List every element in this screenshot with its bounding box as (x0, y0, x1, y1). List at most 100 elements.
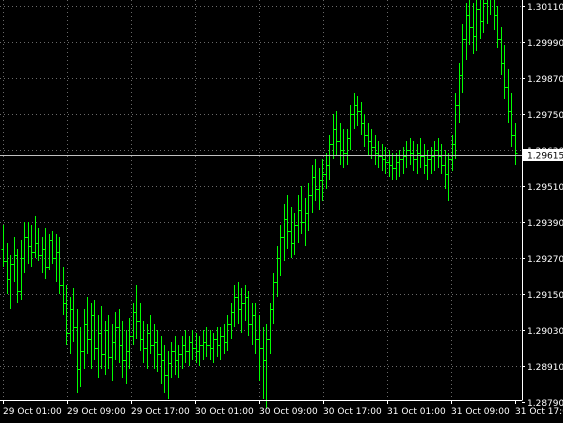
price-axis-label: 1.29750 (527, 111, 563, 121)
ohlc-bar (264, 324, 269, 408)
ohlc-bar (92, 300, 97, 360)
ohlc-bar (467, 0, 472, 45)
time-axis-labels: 29 Oct 01:00 29 Oct 09:00 29 Oct 17:00 30 O… (3, 400, 563, 417)
ohlc-bar (211, 333, 216, 363)
ohlc-bar (327, 135, 332, 180)
price-axis-label: 1.29270 (527, 255, 563, 265)
time-axis-label: 29 Oct 17:00 (131, 407, 190, 417)
ohlc-bar (239, 288, 244, 333)
ohlc-bar (225, 315, 230, 351)
ohlc-bar (183, 330, 188, 363)
ohlc-bar (127, 318, 132, 369)
ohlc-bar (253, 303, 258, 354)
ohlc-bar (404, 141, 409, 168)
ohlc-bar (460, 24, 465, 93)
ohlc-bar (509, 93, 514, 147)
ohlc-bar (348, 105, 353, 150)
ohlc-bar (120, 321, 125, 378)
ohlc-bar (334, 111, 339, 156)
ohlc-bar (485, 0, 488, 24)
ohlc-bar (8, 255, 13, 309)
price-axis-label: 1.30110 (527, 3, 563, 13)
ohlc-bar (446, 153, 451, 201)
price-axis-label: 1.29870 (527, 75, 563, 85)
price-axis-label: 1.29990 (527, 39, 563, 49)
ohlc-bar (299, 186, 304, 234)
ohlc-bar (22, 222, 27, 273)
ohlc-bar (418, 138, 423, 168)
ohlc-bar (169, 342, 174, 378)
current-price-label-bg (523, 149, 563, 161)
ohlc-bar (106, 315, 111, 369)
ohlc-bar (474, 0, 479, 51)
ohlc-bar (50, 231, 55, 264)
ohlc-bar (383, 147, 388, 174)
ohlc-bar (29, 225, 34, 267)
ohlc-bar (204, 327, 209, 357)
time-axis-label: 29 Oct 01:00 (3, 407, 62, 417)
current-price-value: 1.29615 (527, 152, 563, 162)
ohlc-bar (369, 129, 374, 159)
ohlc-bar (43, 228, 48, 279)
time-axis-label: 31 Oct 17:00 (515, 407, 563, 417)
price-axis-label: 1.29030 (527, 327, 563, 337)
ohlc-bar (176, 345, 181, 378)
ohlc-bar (513, 123, 518, 165)
ohlc-bar (271, 273, 276, 324)
time-axis-label: 29 Oct 09:00 (67, 407, 126, 417)
ohlc-bar (355, 96, 360, 126)
time-axis-label: 31 Oct 01:00 (387, 407, 446, 417)
price-axis-label: 1.29150 (527, 291, 563, 301)
ohlc-bar (341, 129, 346, 168)
ohlc-bar (285, 195, 290, 249)
ohlc-bar (313, 159, 318, 201)
ohlc-bar (85, 297, 90, 354)
price-axis-label: 1.28910 (527, 363, 563, 373)
ohlc-bar (71, 288, 76, 342)
ohlc-bar (64, 285, 69, 345)
ohlc-bar (99, 306, 104, 369)
ohlc-bar (481, 0, 486, 33)
ohlc-bar (292, 213, 297, 255)
ohlc-bar (397, 150, 402, 177)
ohlc-bar (502, 45, 507, 99)
ohlc-bar (257, 315, 262, 381)
ohlc-bar (320, 159, 325, 201)
price-axis-label: 1.29510 (527, 183, 563, 193)
ohlc-bar (306, 183, 311, 231)
current-price-label: 1.29615 (523, 149, 563, 162)
ohlc-bar (362, 114, 367, 147)
ohlc-bar (232, 285, 237, 327)
price-axis-label: 1.29390 (527, 219, 563, 229)
ohlc-bar (15, 249, 20, 303)
ohlc-bar (57, 237, 62, 294)
ohlc-bar (1, 225, 6, 267)
ohlc-bar (134, 285, 139, 339)
ohlc-bar (36, 228, 41, 261)
ohlc-bar (218, 327, 223, 360)
price-axis-label: 1.28790 (527, 399, 563, 409)
time-axis-label: 30 Oct 01:00 (195, 407, 254, 417)
ohlc-bar (376, 141, 381, 168)
price-bars (1, 0, 518, 408)
ohlc-bar (390, 153, 395, 180)
ohlc-bar (495, 6, 500, 48)
ohlc-bar (113, 312, 118, 360)
ohlc-bar (439, 144, 444, 174)
ohlc-bar (155, 330, 160, 372)
ohlc-bar (141, 321, 146, 363)
ohlc-bar (453, 93, 458, 159)
ohlc-bar (78, 327, 83, 387)
ohlc-bar (162, 345, 167, 393)
ohlc-bar (190, 330, 195, 360)
ohlc-bar (246, 291, 251, 336)
grid-lines (0, 0, 522, 400)
ohlc-bar (148, 315, 153, 354)
ohlc-bar (197, 336, 202, 366)
time-axis-label: 30 Oct 17:00 (323, 407, 382, 417)
time-axis-label: 30 Oct 09:00 (259, 407, 318, 417)
ohlc-bar (278, 225, 283, 276)
